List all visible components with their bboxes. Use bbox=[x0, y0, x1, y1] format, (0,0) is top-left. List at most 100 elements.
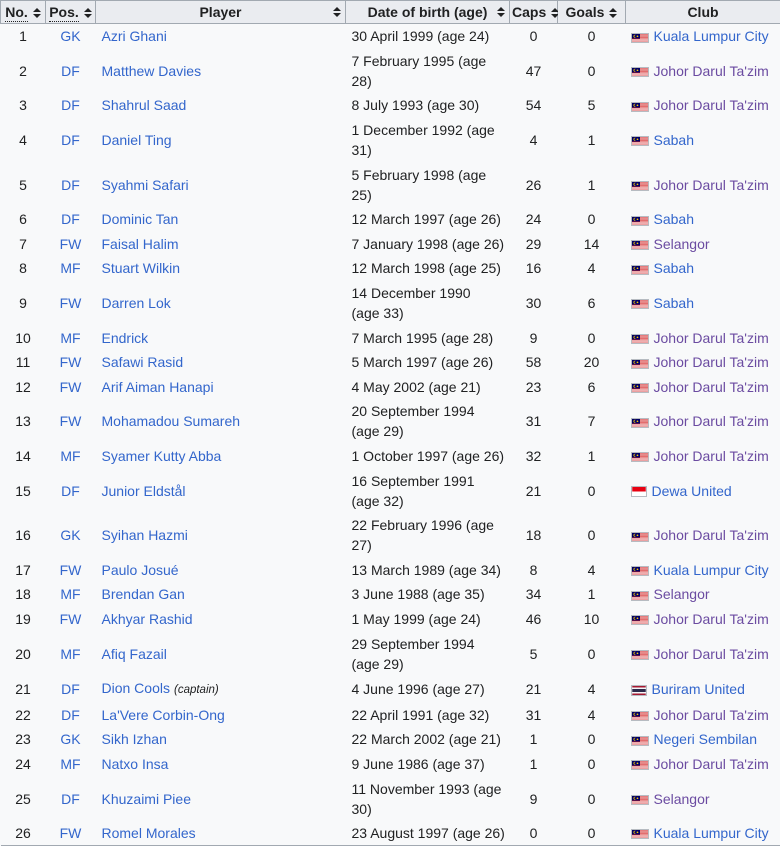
position-link[interactable]: DF bbox=[61, 681, 80, 697]
club-link[interactable]: Johor Darul Ta'zim bbox=[654, 448, 769, 464]
player-link[interactable]: Stuart Wilkin bbox=[102, 260, 181, 276]
position-link[interactable]: DF bbox=[61, 132, 80, 148]
position-link[interactable]: FW bbox=[60, 295, 82, 311]
header-caps[interactable]: Caps bbox=[510, 1, 558, 24]
header-goals[interactable]: Goals bbox=[558, 1, 626, 24]
club-link[interactable]: Johor Darul Ta'zim bbox=[654, 413, 769, 429]
player-link[interactable]: Matthew Davies bbox=[102, 63, 202, 79]
player-link[interactable]: Brendan Gan bbox=[102, 586, 185, 602]
table-row: 12 FW Arif Aiman Hanapi 4 May 2002 (age … bbox=[1, 375, 780, 400]
player-link[interactable]: Arif Aiman Hanapi bbox=[102, 379, 214, 395]
player-link[interactable]: Safawi Rasid bbox=[102, 354, 184, 370]
position-link[interactable]: MF bbox=[60, 260, 80, 276]
position-link[interactable]: DF bbox=[61, 483, 80, 499]
player-link[interactable]: Romel Morales bbox=[102, 825, 196, 841]
player-number: 12 bbox=[1, 375, 46, 400]
club-link[interactable]: Selangor bbox=[654, 236, 710, 252]
position-link[interactable]: MF bbox=[60, 448, 80, 464]
position-link[interactable]: DF bbox=[61, 211, 80, 227]
player-link[interactable]: Paulo Josué bbox=[102, 562, 179, 578]
player-link[interactable]: Syahmi Safari bbox=[102, 177, 189, 193]
club-link[interactable]: Kuala Lumpur City bbox=[654, 28, 769, 44]
goals-value: 0 bbox=[558, 513, 626, 558]
position-link[interactable]: DF bbox=[61, 707, 80, 723]
caps-value: 1 bbox=[510, 752, 558, 777]
position-link[interactable]: DF bbox=[61, 177, 80, 193]
club-link[interactable]: Johor Darul Ta'zim bbox=[654, 707, 769, 723]
club-link[interactable]: Negeri Sembilan bbox=[654, 731, 758, 747]
club-link[interactable]: Johor Darul Ta'zim bbox=[654, 177, 769, 193]
player-link[interactable]: Akhyar Rashid bbox=[102, 611, 193, 627]
club-link[interactable]: Johor Darul Ta'zim bbox=[654, 63, 769, 79]
club-link[interactable]: Dewa United bbox=[652, 483, 732, 499]
date-of-birth: 11 November 1993 (age 30) bbox=[346, 776, 510, 821]
club-link[interactable]: Johor Darul Ta'zim bbox=[654, 379, 769, 395]
player-link[interactable]: Dominic Tan bbox=[102, 211, 179, 227]
position-link[interactable]: FW bbox=[60, 562, 82, 578]
position-link[interactable]: FW bbox=[60, 379, 82, 395]
club-link[interactable]: Selangor bbox=[654, 586, 710, 602]
club-link[interactable]: Johor Darul Ta'zim bbox=[654, 330, 769, 346]
player-link[interactable]: Syihan Hazmi bbox=[102, 527, 188, 543]
player-link[interactable]: Mohamadou Sumareh bbox=[102, 413, 241, 429]
position-link[interactable]: GK bbox=[60, 731, 80, 747]
player-link[interactable]: Dion Cools bbox=[102, 680, 170, 696]
player-link[interactable]: Natxo Insa bbox=[102, 756, 169, 772]
player-number: 22 bbox=[1, 702, 46, 727]
player-link[interactable]: Sikh Izhan bbox=[102, 731, 167, 747]
caps-value: 31 bbox=[510, 399, 558, 444]
position-link[interactable]: DF bbox=[61, 97, 80, 113]
header-no[interactable]: No. bbox=[1, 1, 46, 24]
club-link[interactable]: Sabah bbox=[654, 260, 694, 276]
player-link[interactable]: Afiq Fazail bbox=[102, 646, 167, 662]
date-of-birth: 1 May 1999 (age 24) bbox=[346, 607, 510, 632]
header-date-of-birth[interactable]: Date of birth (age) bbox=[346, 1, 510, 24]
club-link[interactable]: Sabah bbox=[654, 211, 694, 227]
date-of-birth: 20 September 1994(age 29) bbox=[346, 399, 510, 444]
position-link[interactable]: FW bbox=[60, 236, 82, 252]
player-link[interactable]: Syamer Kutty Abba bbox=[102, 448, 222, 464]
club-link[interactable]: Sabah bbox=[654, 295, 694, 311]
player-link[interactable]: Khuzaimi Piee bbox=[102, 791, 192, 807]
club-link[interactable]: Johor Darul Ta'zim bbox=[654, 97, 769, 113]
header-player-label: Player bbox=[199, 4, 241, 20]
position-link[interactable]: FW bbox=[60, 825, 82, 841]
flag-malaysia-icon bbox=[631, 33, 649, 43]
position-link[interactable]: FW bbox=[60, 611, 82, 627]
player-link[interactable]: Daniel Ting bbox=[102, 132, 172, 148]
position-link[interactable]: MF bbox=[60, 646, 80, 662]
position-link[interactable]: GK bbox=[60, 527, 80, 543]
position-link[interactable]: MF bbox=[60, 586, 80, 602]
position-link[interactable]: GK bbox=[60, 28, 80, 44]
caps-value: 23 bbox=[510, 375, 558, 400]
club-link[interactable]: Sabah bbox=[654, 132, 694, 148]
header-player[interactable]: Player bbox=[96, 1, 346, 24]
position-link[interactable]: MF bbox=[60, 330, 80, 346]
position-link[interactable]: FW bbox=[60, 413, 82, 429]
club-link[interactable]: Johor Darul Ta'zim bbox=[654, 611, 769, 627]
position-link[interactable]: MF bbox=[60, 756, 80, 772]
position-link[interactable]: DF bbox=[61, 791, 80, 807]
player-link[interactable]: Darren Lok bbox=[102, 295, 171, 311]
position-link[interactable]: FW bbox=[60, 354, 82, 370]
club-link[interactable]: Johor Darul Ta'zim bbox=[654, 354, 769, 370]
caps-value: 47 bbox=[510, 49, 558, 94]
club-link[interactable]: Selangor bbox=[654, 791, 710, 807]
position-link[interactable]: DF bbox=[61, 63, 80, 79]
club-link[interactable]: Kuala Lumpur City bbox=[654, 825, 769, 841]
player-link[interactable]: La'Vere Corbin-Ong bbox=[102, 707, 225, 723]
club-link[interactable]: Kuala Lumpur City bbox=[654, 562, 769, 578]
header-pos[interactable]: Pos. bbox=[46, 1, 96, 24]
flag-malaysia-icon bbox=[631, 532, 649, 542]
date-of-birth: 5 March 1997 (age 26) bbox=[346, 350, 510, 375]
player-link[interactable]: Faisal Halim bbox=[102, 236, 179, 252]
club-link[interactable]: Johor Darul Ta'zim bbox=[654, 646, 769, 662]
club-link[interactable]: Buriram United bbox=[652, 681, 745, 697]
player-link[interactable]: Junior Eldstål bbox=[102, 483, 186, 499]
player-link[interactable]: Azri Ghani bbox=[102, 28, 167, 44]
player-link[interactable]: Shahrul Saad bbox=[102, 97, 187, 113]
table-row: 3 DF Shahrul Saad 8 July 1993 (age 30) 5… bbox=[1, 93, 780, 118]
club-link[interactable]: Johor Darul Ta'zim bbox=[654, 756, 769, 772]
player-link[interactable]: Endrick bbox=[102, 330, 149, 346]
club-link[interactable]: Johor Darul Ta'zim bbox=[654, 527, 769, 543]
